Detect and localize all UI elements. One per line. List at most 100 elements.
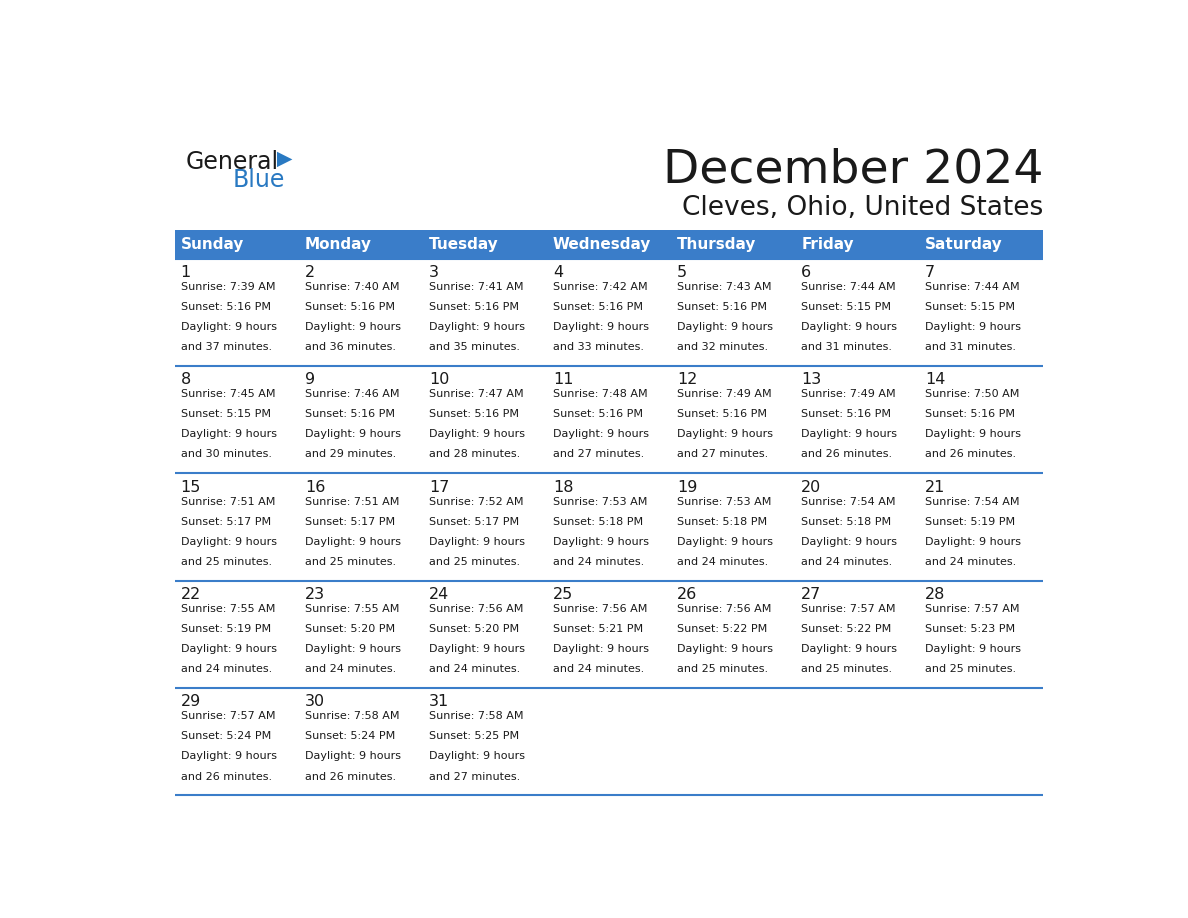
Text: and 24 minutes.: and 24 minutes. [801,557,892,566]
Text: and 31 minutes.: and 31 minutes. [801,342,892,353]
Text: Daylight: 9 hours: Daylight: 9 hours [925,644,1022,655]
Text: 3: 3 [429,265,438,280]
Text: and 24 minutes.: and 24 minutes. [429,665,520,674]
Text: Daylight: 9 hours: Daylight: 9 hours [925,537,1022,547]
Text: Monday: Monday [305,237,372,252]
Text: and 28 minutes.: and 28 minutes. [429,450,520,460]
Bar [920,581,1043,688]
Text: 27: 27 [801,587,821,602]
Text: Sunset: 5:22 PM: Sunset: 5:22 PM [801,624,891,634]
Text: Sunrise: 7:58 AM: Sunrise: 7:58 AM [429,711,524,722]
Text: Daylight: 9 hours: Daylight: 9 hours [552,644,649,655]
Bar [175,366,298,474]
Text: Daylight: 9 hours: Daylight: 9 hours [677,537,773,547]
Text: Sunrise: 7:44 AM: Sunrise: 7:44 AM [801,282,896,292]
Text: and 24 minutes.: and 24 minutes. [925,557,1017,566]
Text: 15: 15 [181,479,201,495]
Text: 30: 30 [305,694,326,710]
Text: Daylight: 9 hours: Daylight: 9 hours [305,322,400,332]
Text: and 24 minutes.: and 24 minutes. [677,557,769,566]
Text: Sunrise: 7:53 AM: Sunrise: 7:53 AM [677,497,771,507]
Text: and 26 minutes.: and 26 minutes. [305,771,396,781]
Bar [671,688,795,796]
Bar [671,581,795,688]
Text: Daylight: 9 hours: Daylight: 9 hours [677,644,773,655]
Text: Wednesday: Wednesday [552,237,651,252]
Bar [298,230,423,259]
Text: and 27 minutes.: and 27 minutes. [552,450,644,460]
Text: Blue: Blue [233,168,285,192]
Text: Sunrise: 7:42 AM: Sunrise: 7:42 AM [552,282,647,292]
Text: Sunset: 5:16 PM: Sunset: 5:16 PM [305,409,394,420]
Text: 8: 8 [181,373,191,387]
Bar [298,366,423,474]
Text: Sunrise: 7:49 AM: Sunrise: 7:49 AM [801,389,896,399]
Text: Daylight: 9 hours: Daylight: 9 hours [305,752,400,761]
Text: Daylight: 9 hours: Daylight: 9 hours [181,430,277,440]
Bar [298,259,423,366]
Text: Daylight: 9 hours: Daylight: 9 hours [677,322,773,332]
Text: Sunset: 5:16 PM: Sunset: 5:16 PM [552,409,643,420]
Text: 20: 20 [801,479,821,495]
Text: 17: 17 [429,479,449,495]
Text: Daylight: 9 hours: Daylight: 9 hours [552,430,649,440]
Text: Sunrise: 7:58 AM: Sunrise: 7:58 AM [305,711,399,722]
Bar [920,230,1043,259]
Text: Sunset: 5:19 PM: Sunset: 5:19 PM [925,517,1016,527]
Text: Daylight: 9 hours: Daylight: 9 hours [429,322,525,332]
Text: Daylight: 9 hours: Daylight: 9 hours [181,537,277,547]
Text: and 24 minutes.: and 24 minutes. [552,665,644,674]
Text: Daylight: 9 hours: Daylight: 9 hours [181,644,277,655]
Bar [795,581,920,688]
Text: and 26 minutes.: and 26 minutes. [181,771,272,781]
Text: Daylight: 9 hours: Daylight: 9 hours [305,430,400,440]
Bar [175,581,298,688]
Text: Sunrise: 7:56 AM: Sunrise: 7:56 AM [429,604,523,614]
Text: Sunset: 5:16 PM: Sunset: 5:16 PM [305,302,394,312]
Text: Daylight: 9 hours: Daylight: 9 hours [925,322,1022,332]
Polygon shape [277,151,292,167]
Text: 31: 31 [429,694,449,710]
Text: Saturday: Saturday [925,237,1003,252]
Bar [671,474,795,581]
Text: Sunrise: 7:46 AM: Sunrise: 7:46 AM [305,389,399,399]
Bar [546,474,671,581]
Text: 24: 24 [429,587,449,602]
Text: Sunset: 5:23 PM: Sunset: 5:23 PM [925,624,1016,634]
Text: Sunrise: 7:56 AM: Sunrise: 7:56 AM [552,604,647,614]
Text: Sunrise: 7:54 AM: Sunrise: 7:54 AM [801,497,896,507]
Text: Sunrise: 7:45 AM: Sunrise: 7:45 AM [181,389,276,399]
Bar [423,366,546,474]
Bar [795,366,920,474]
Text: Cleves, Ohio, United States: Cleves, Ohio, United States [682,195,1043,221]
Text: Sunset: 5:19 PM: Sunset: 5:19 PM [181,624,271,634]
Bar [920,688,1043,796]
Text: Tuesday: Tuesday [429,237,499,252]
Text: Sunrise: 7:57 AM: Sunrise: 7:57 AM [801,604,896,614]
Text: Daylight: 9 hours: Daylight: 9 hours [801,430,897,440]
Text: Daylight: 9 hours: Daylight: 9 hours [925,430,1022,440]
Text: Sunset: 5:16 PM: Sunset: 5:16 PM [181,302,271,312]
Text: Sunset: 5:24 PM: Sunset: 5:24 PM [181,732,271,742]
Text: Daylight: 9 hours: Daylight: 9 hours [801,537,897,547]
Text: Sunrise: 7:50 AM: Sunrise: 7:50 AM [925,389,1019,399]
Text: 12: 12 [677,373,697,387]
Text: Sunset: 5:20 PM: Sunset: 5:20 PM [429,624,519,634]
Text: and 24 minutes.: and 24 minutes. [552,557,644,566]
Text: and 30 minutes.: and 30 minutes. [181,450,272,460]
Text: Daylight: 9 hours: Daylight: 9 hours [305,537,400,547]
Text: 29: 29 [181,694,201,710]
Bar [795,474,920,581]
Bar [671,230,795,259]
Bar [298,581,423,688]
Text: Sunrise: 7:53 AM: Sunrise: 7:53 AM [552,497,647,507]
Text: Sunrise: 7:52 AM: Sunrise: 7:52 AM [429,497,524,507]
Bar [175,474,298,581]
Text: Sunrise: 7:51 AM: Sunrise: 7:51 AM [181,497,276,507]
Text: 16: 16 [305,479,326,495]
Text: Daylight: 9 hours: Daylight: 9 hours [552,322,649,332]
Text: and 31 minutes.: and 31 minutes. [925,342,1016,353]
Text: 9: 9 [305,373,315,387]
Text: Thursday: Thursday [677,237,757,252]
Text: 23: 23 [305,587,326,602]
